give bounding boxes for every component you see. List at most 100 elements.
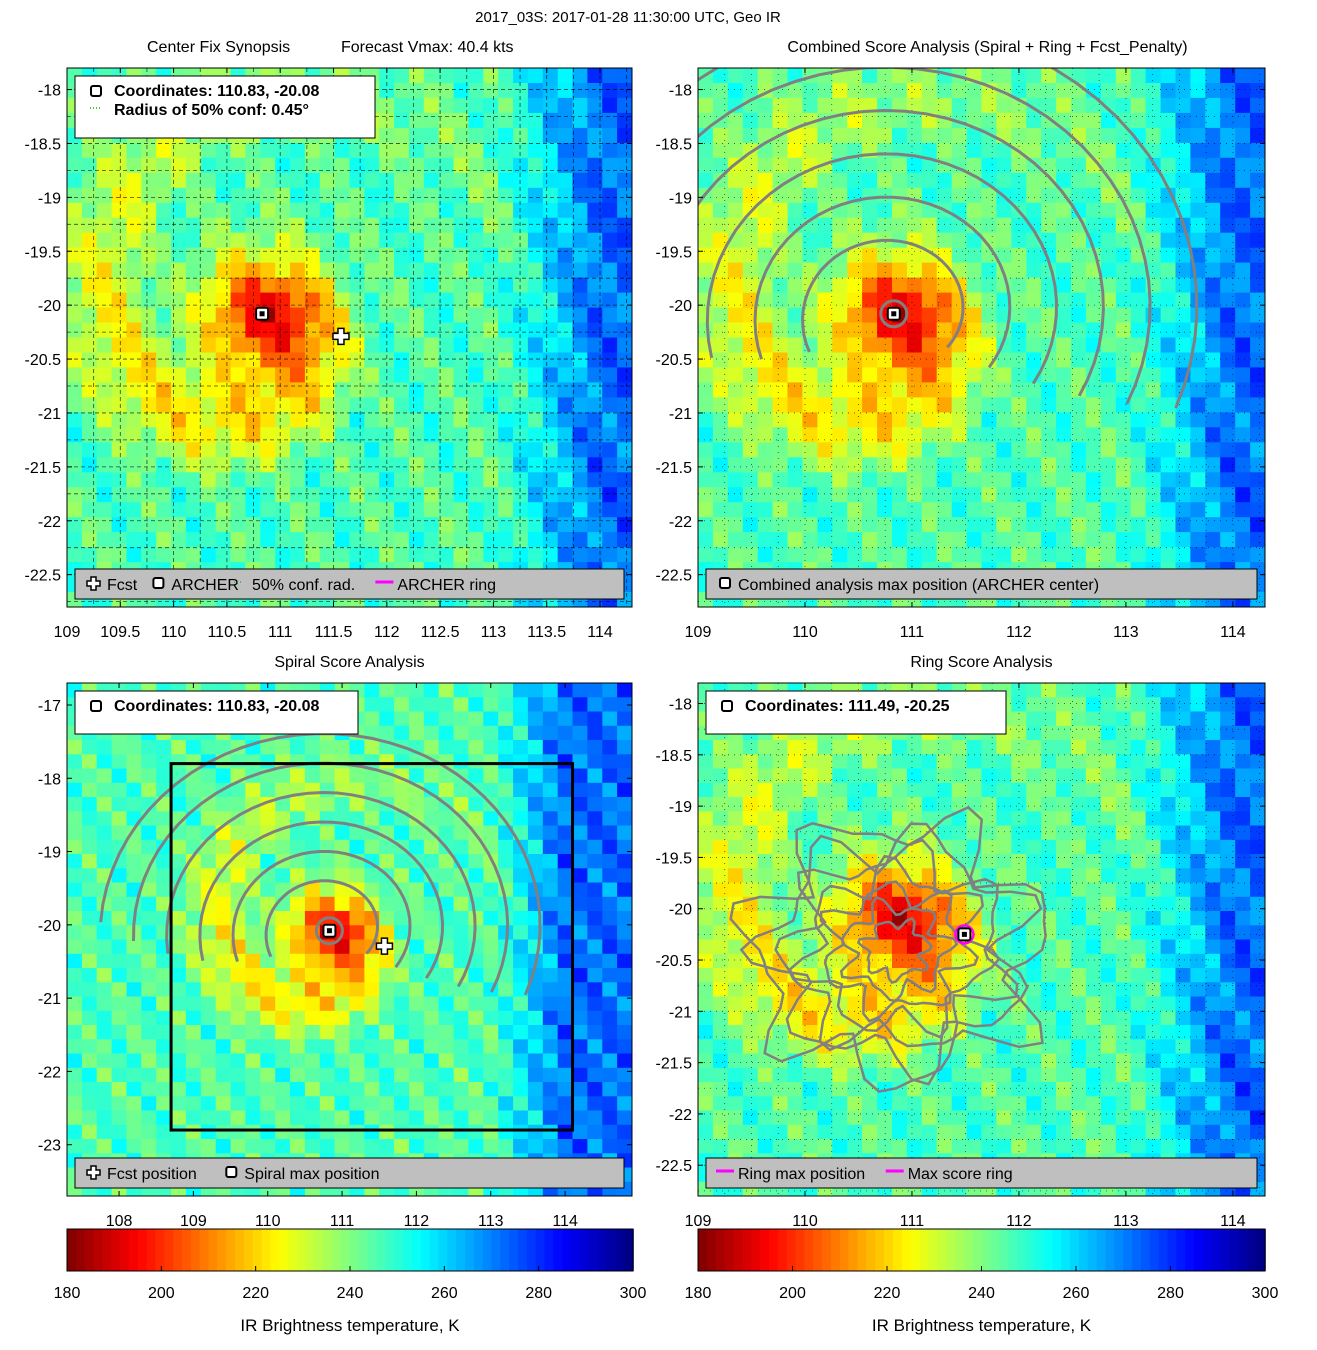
heatmap-cell bbox=[453, 697, 470, 713]
heatmap-cell bbox=[141, 1124, 157, 1140]
heatmap-cell bbox=[1190, 382, 1207, 399]
heatmap-cell bbox=[772, 882, 789, 898]
heatmap-cell bbox=[483, 232, 499, 249]
heatmap-cell bbox=[126, 1124, 143, 1140]
heatmap-cell bbox=[423, 839, 440, 855]
heatmap-cell bbox=[245, 472, 262, 489]
heatmap-cell bbox=[617, 322, 632, 339]
heatmap-cell bbox=[364, 157, 381, 174]
heatmap-cell bbox=[200, 157, 217, 174]
heatmap-cell bbox=[1130, 277, 1147, 294]
heatmap-cell bbox=[438, 187, 455, 204]
heatmap-cell bbox=[557, 811, 574, 827]
heatmap-cell bbox=[438, 367, 455, 384]
heatmap-cell bbox=[862, 68, 878, 84]
heatmap-cell bbox=[364, 968, 381, 984]
heatmap-cell bbox=[1041, 427, 1057, 444]
heatmap-cell bbox=[513, 68, 529, 84]
heatmap-cell bbox=[742, 911, 759, 927]
heatmap-cell bbox=[379, 896, 395, 912]
heatmap-cell bbox=[111, 202, 128, 219]
heatmap-cell bbox=[1026, 262, 1042, 279]
heatmap-cell bbox=[742, 1124, 759, 1140]
heatmap-cell bbox=[275, 532, 291, 548]
heatmap-cell bbox=[587, 911, 604, 927]
heatmap-cell bbox=[557, 797, 574, 813]
heatmap-cell bbox=[742, 262, 759, 279]
heatmap-cell bbox=[966, 412, 983, 429]
heatmap-cell bbox=[304, 868, 321, 884]
heatmap-cell bbox=[438, 517, 455, 533]
heatmap-cell bbox=[1220, 457, 1236, 474]
heatmap-cell bbox=[1175, 68, 1192, 84]
heatmap-cell bbox=[409, 697, 425, 713]
heatmap-cell bbox=[349, 517, 366, 533]
heatmap-cell bbox=[572, 157, 589, 174]
heatmap-cell bbox=[542, 187, 559, 204]
heatmap-cell bbox=[587, 442, 604, 459]
heatmap-cell bbox=[319, 232, 336, 249]
heatmap-cell bbox=[215, 1067, 232, 1083]
heatmap-cell bbox=[877, 247, 893, 264]
heatmap-cell bbox=[527, 825, 544, 841]
heatmap-cell bbox=[304, 352, 321, 369]
heatmap-cell bbox=[877, 127, 893, 144]
heatmap-cell bbox=[319, 217, 336, 234]
heatmap-cell bbox=[468, 1110, 485, 1126]
y-tick-label: -22.5 bbox=[25, 568, 62, 585]
heatmap-cell bbox=[67, 1010, 83, 1026]
heatmap-cell bbox=[260, 1082, 276, 1098]
heatmap-cell bbox=[364, 232, 381, 249]
heatmap-cell bbox=[1085, 97, 1102, 114]
heatmap-cell bbox=[527, 202, 544, 219]
heatmap-cell bbox=[1130, 157, 1147, 174]
heatmap-cell bbox=[394, 202, 410, 219]
heatmap-cell bbox=[96, 457, 113, 474]
heatmap-cell bbox=[275, 502, 291, 518]
heatmap-cell bbox=[438, 1053, 455, 1069]
info-box-frame bbox=[74, 690, 359, 735]
heatmap-cell bbox=[966, 367, 983, 384]
heatmap-cell bbox=[334, 202, 351, 219]
heatmap-cell bbox=[67, 247, 83, 264]
heatmap-cell bbox=[727, 811, 744, 827]
heatmap-cell bbox=[802, 262, 819, 279]
heatmap-cell bbox=[200, 337, 217, 354]
heatmap-cell bbox=[527, 683, 544, 699]
heatmap-cell bbox=[111, 811, 128, 827]
heatmap-cell bbox=[409, 292, 425, 309]
heatmap-cell bbox=[742, 517, 759, 533]
heatmap-cell bbox=[1160, 172, 1177, 189]
heatmap-cell bbox=[727, 982, 744, 998]
heatmap-cell bbox=[156, 939, 172, 955]
heatmap-cell bbox=[832, 547, 848, 563]
heatmap-cell bbox=[802, 532, 819, 548]
heatmap-cell bbox=[260, 262, 276, 279]
heatmap-cell bbox=[438, 502, 455, 518]
heatmap-cell bbox=[423, 1139, 440, 1155]
heatmap-cell bbox=[304, 1067, 321, 1083]
heatmap-cell bbox=[712, 547, 729, 563]
heatmap-cell bbox=[1115, 217, 1132, 234]
heatmap-cell bbox=[847, 740, 863, 756]
heatmap-cell bbox=[587, 683, 604, 699]
heatmap-cell bbox=[1160, 382, 1177, 399]
heatmap-cell bbox=[394, 232, 410, 249]
heatmap-cell bbox=[996, 232, 1013, 249]
heatmap-cell bbox=[364, 307, 381, 324]
y-tick-label: -20 bbox=[38, 298, 61, 315]
heatmap-cell bbox=[1235, 397, 1251, 414]
heatmap-cell bbox=[802, 487, 819, 503]
heatmap-cell bbox=[438, 427, 455, 444]
heatmap-cell bbox=[394, 487, 410, 503]
heatmap-cell bbox=[981, 367, 998, 384]
heatmap-cell bbox=[1085, 472, 1102, 489]
heatmap-cell bbox=[260, 187, 276, 204]
heatmap-cell bbox=[832, 854, 848, 870]
heatmap-cell bbox=[1026, 472, 1042, 489]
heatmap-cell bbox=[304, 337, 321, 354]
heatmap-cell bbox=[698, 1139, 714, 1155]
panel-combined: Combined analysis max position (ARCHER c… bbox=[656, 39, 1266, 641]
heatmap-cell bbox=[921, 1053, 938, 1069]
heatmap-cell bbox=[542, 953, 559, 969]
